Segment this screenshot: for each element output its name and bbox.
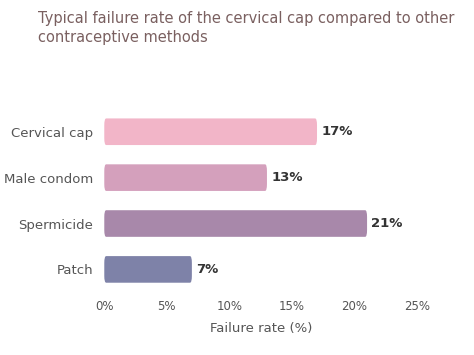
Text: 17%: 17% (321, 125, 353, 138)
FancyBboxPatch shape (104, 119, 317, 145)
X-axis label: Failure rate (%): Failure rate (%) (210, 322, 312, 334)
Text: Typical failure rate of the cervical cap compared to other
contraceptive methods: Typical failure rate of the cervical cap… (38, 11, 454, 45)
FancyBboxPatch shape (104, 256, 192, 283)
Text: 21%: 21% (372, 217, 403, 230)
Text: 7%: 7% (196, 263, 219, 276)
FancyBboxPatch shape (104, 210, 367, 237)
Text: 13%: 13% (271, 171, 303, 184)
FancyBboxPatch shape (104, 164, 267, 191)
